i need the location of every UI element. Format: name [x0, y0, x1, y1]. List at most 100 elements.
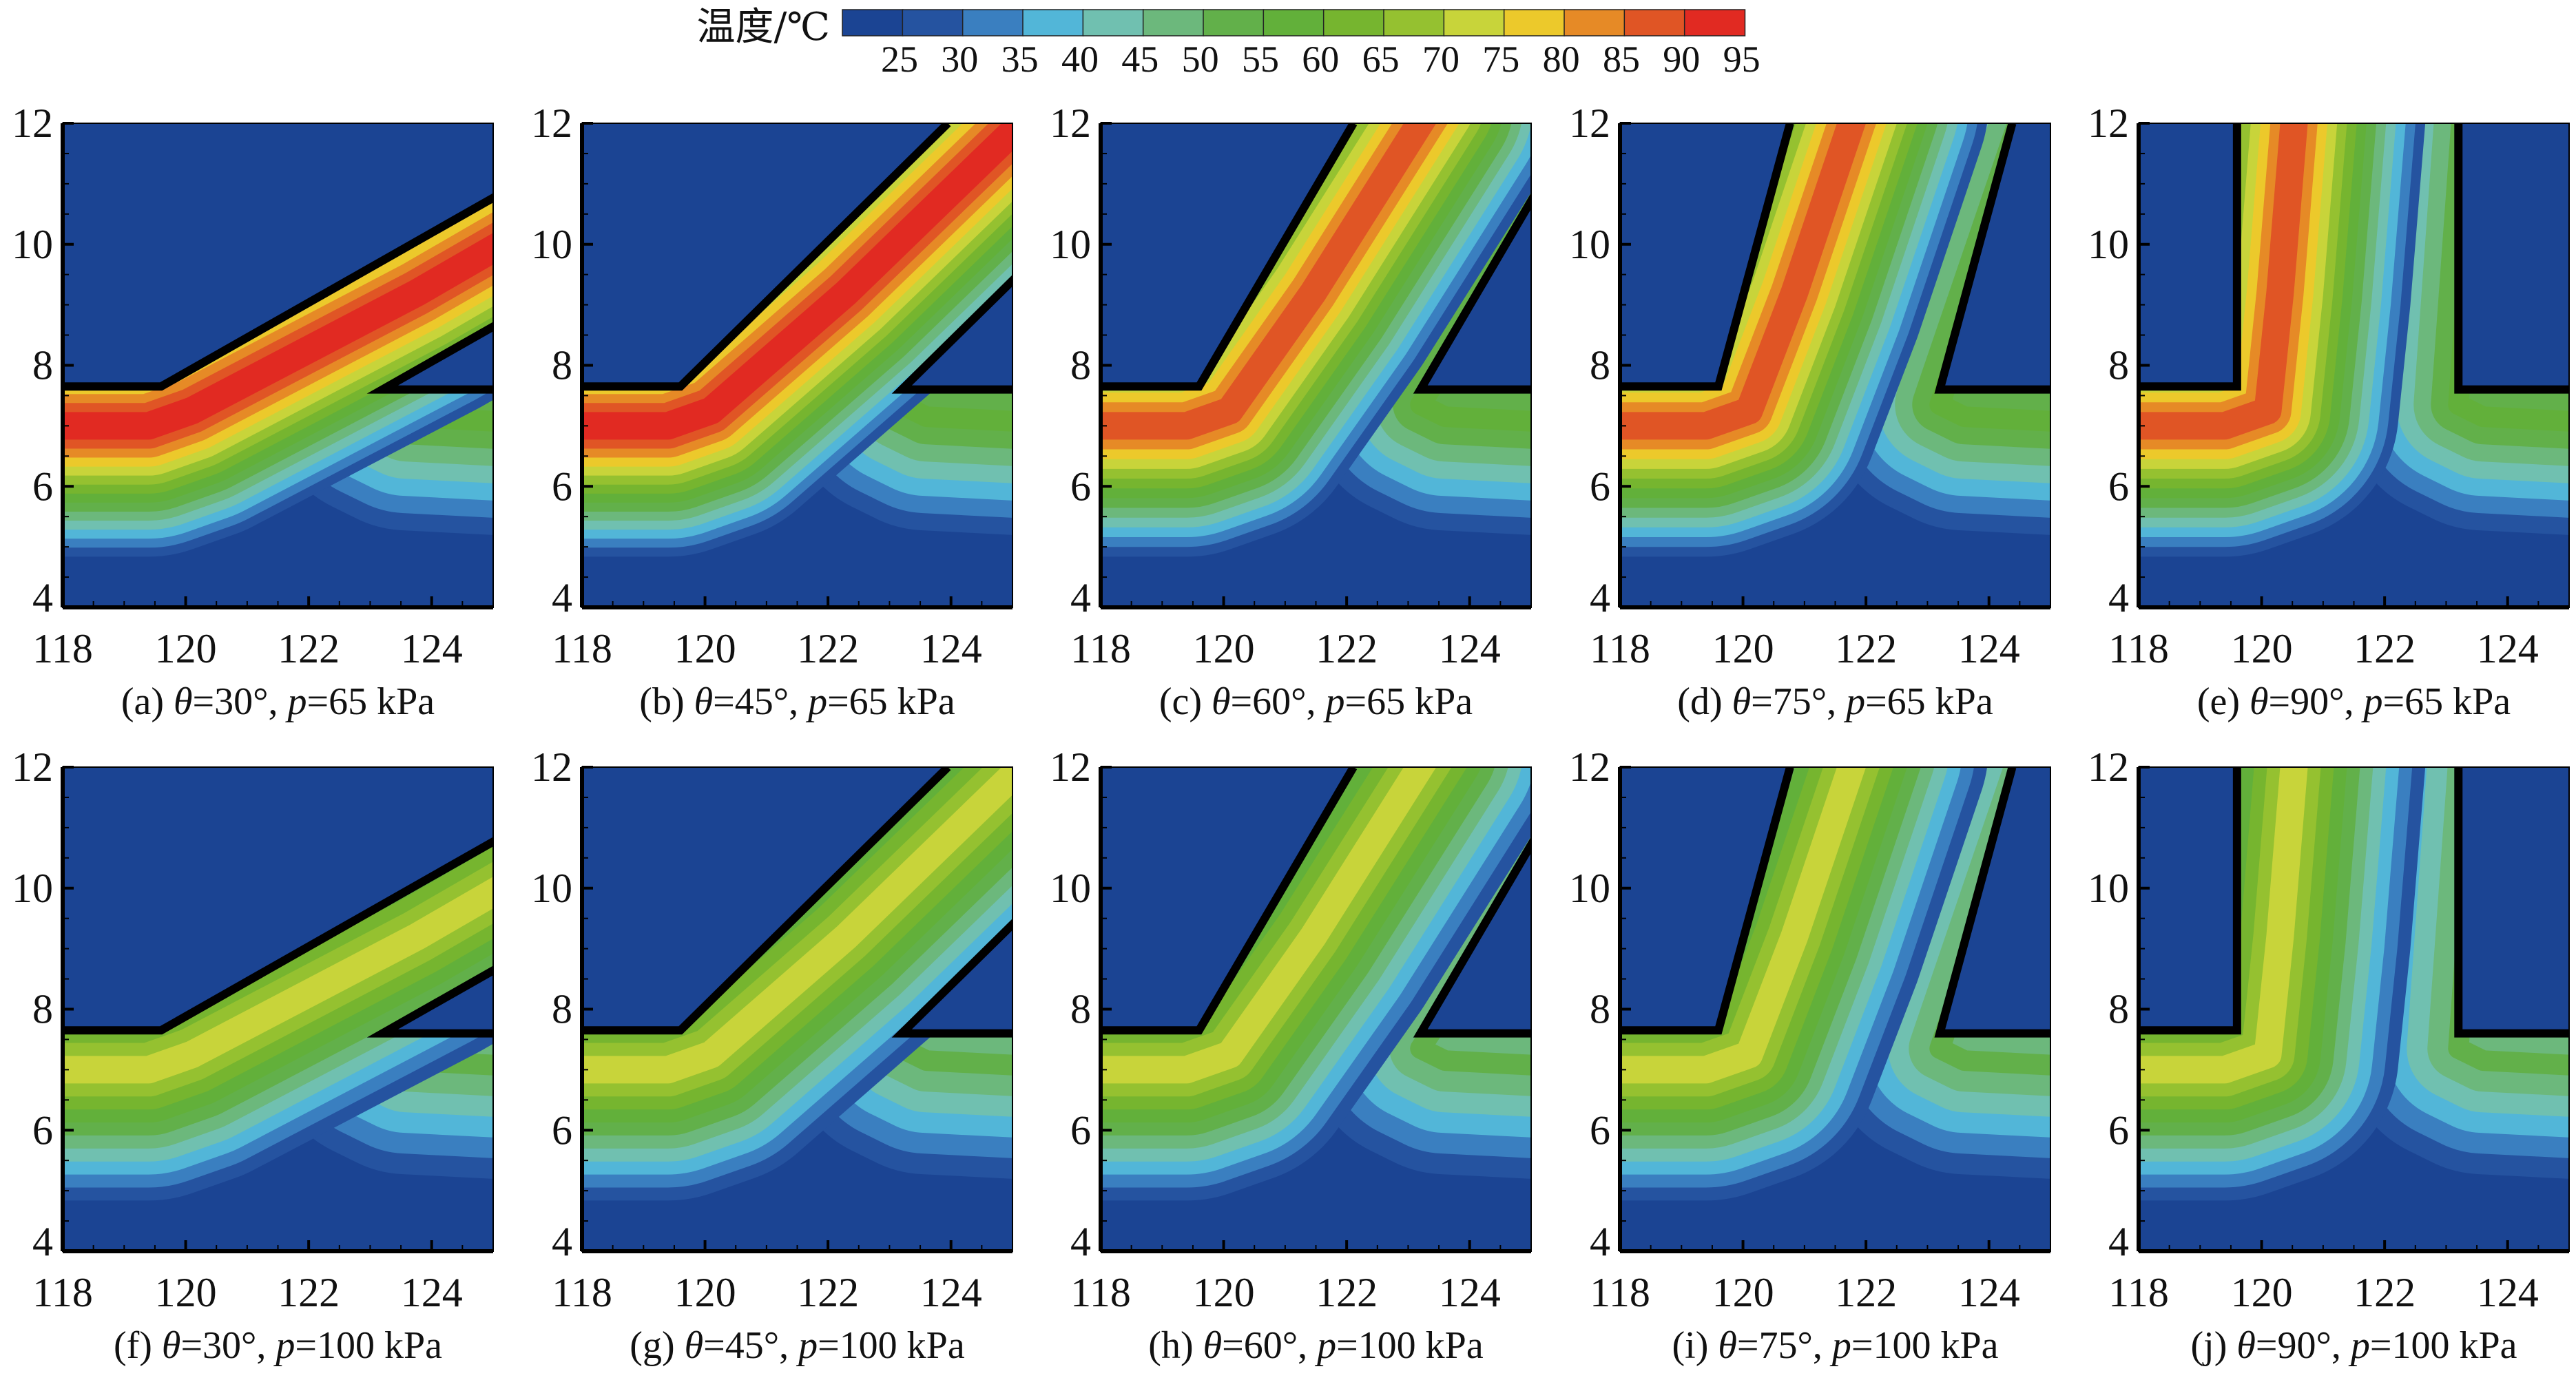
caption-part: =65 kPa	[827, 680, 955, 723]
y-tick-label: 10	[2088, 222, 2129, 267]
y-tick-label: 12	[1050, 744, 1091, 790]
y-tick-label: 4	[32, 575, 53, 620]
x-tick-label: 118	[32, 626, 93, 671]
colorbar-swatch	[1203, 9, 1265, 36]
y-tick-label: 10	[12, 222, 53, 267]
colorbar-tick-label: 80	[1543, 39, 1580, 80]
caption-part: =60°,	[1231, 680, 1326, 723]
x-tick-label: 120	[1712, 626, 1774, 671]
y-tick-label: 10	[1569, 222, 1610, 267]
caption-part: (i)	[1672, 1324, 1718, 1367]
y-tick-label: 4	[552, 575, 572, 620]
plot-area	[63, 767, 493, 1251]
caption-part: (e)	[2197, 680, 2250, 723]
panel-caption: (d) θ=75°, p=65 kPa	[1677, 680, 1993, 723]
contour-band-75	[1101, 767, 1437, 1084]
y-tick-label: 8	[1590, 343, 1610, 388]
contour-band-75	[582, 767, 1012, 1084]
caption-part: (d)	[1677, 680, 1732, 723]
x-tick-label: 118	[2108, 626, 2169, 671]
x-tick-label: 118	[1590, 1270, 1650, 1315]
caption-part: (c)	[1159, 680, 1212, 723]
right-wall-line	[1413, 192, 1531, 394]
y-tick-label: 12	[2088, 101, 2129, 146]
colorbar-swatch	[1503, 9, 1566, 36]
colorbar-tick-label: 70	[1422, 39, 1460, 80]
x-tick-label: 124	[1439, 626, 1501, 671]
plot-area	[582, 123, 1012, 607]
contour-band-90	[1101, 123, 1437, 440]
colorbar-tick-label: 25	[881, 39, 918, 80]
caption-part: =90°,	[2256, 1324, 2351, 1367]
y-tick-label: 8	[552, 343, 572, 388]
y-tick-label: 6	[2108, 463, 2129, 509]
x-tick-label: 122	[2354, 1270, 2416, 1315]
colorbar-swatch	[902, 9, 964, 36]
colorbar-swatch	[842, 9, 904, 36]
caption-part: θ	[162, 1324, 181, 1367]
x-tick-label: 124	[1958, 1270, 2020, 1315]
colorbar-swatch	[1142, 9, 1205, 36]
left-wall-line	[63, 837, 493, 1035]
y-tick-label: 12	[1569, 101, 1610, 146]
contour-panel: 118 120 122 124 4 6 8 10 12 (c) θ=60°, p=65 kPa	[1050, 101, 1532, 723]
x-tick-label: 120	[1712, 1270, 1774, 1315]
caption-part: p	[805, 680, 827, 723]
y-tick-label: 12	[531, 744, 572, 790]
colorbar-swatch	[1263, 9, 1325, 36]
caption-part: p	[285, 680, 307, 723]
y-tick-label: 10	[1050, 222, 1091, 267]
colorbar-tick-label: 50	[1182, 39, 1219, 80]
contour-panel: 118 120 122 124 4 6 8 10 12 (e) θ=90°, p=65 kPa	[2088, 101, 2570, 723]
y-tick-label: 6	[2108, 1107, 2129, 1153]
colorbar: 温度/℃ 25 30 35 40 45 50 55 60 65 70 75 80 85 90 95	[696, 5, 1760, 80]
y-tick-label: 12	[12, 101, 53, 146]
plot-area	[2139, 767, 2569, 1251]
plot-area	[1620, 123, 2050, 607]
caption-part: =65 kPa	[2383, 680, 2511, 723]
right-wall-region	[1940, 767, 2050, 1034]
caption-part: p	[1843, 680, 1865, 723]
plot-area	[1101, 123, 1531, 607]
x-tick-label: 122	[1316, 1270, 1378, 1315]
panel-caption: (g) θ=45°, p=100 kPa	[630, 1324, 965, 1367]
x-tick-label: 122	[1835, 1270, 1897, 1315]
plot-area	[1101, 767, 1531, 1251]
colorbar-tick-label: 65	[1362, 39, 1400, 80]
panel-caption: (i) θ=75°, p=100 kPa	[1672, 1324, 1999, 1367]
right-wall-line	[366, 322, 493, 394]
left-wall-line	[63, 193, 493, 391]
x-tick-label: 118	[552, 1270, 612, 1315]
x-tick-label: 120	[2231, 1270, 2293, 1315]
caption-part: =100 kPa	[818, 1324, 965, 1367]
contour-panel: 118 120 122 124 4 6 8 10 12 (d) θ=75°, p=65 kPa	[1569, 101, 2051, 723]
caption-part: θ	[1212, 680, 1231, 723]
contour-band-95	[63, 233, 493, 440]
colorbar-tick-label: 60	[1302, 39, 1339, 80]
y-tick-label: 10	[1569, 866, 1610, 911]
plot-area	[1620, 767, 2050, 1251]
x-tick-label: 122	[797, 626, 859, 671]
x-tick-label: 124	[2477, 626, 2539, 671]
right-wall-line	[2454, 123, 2569, 394]
x-tick-label: 120	[674, 626, 736, 671]
x-tick-label: 118	[2108, 1270, 2169, 1315]
x-tick-label: 120	[1193, 1270, 1255, 1315]
x-tick-label: 124	[920, 1270, 982, 1315]
x-tick-label: 124	[2477, 1270, 2539, 1315]
colorbar-swatch	[1443, 9, 1505, 36]
left-wall-region	[63, 767, 493, 1031]
contour-band-75	[1620, 767, 1867, 1084]
right-wall-region	[2458, 767, 2569, 1034]
panel-caption: (h) θ=60°, p=100 kPa	[1148, 1324, 1484, 1367]
plot-area	[63, 123, 493, 607]
y-tick-label: 10	[2088, 866, 2129, 911]
caption-part: =65 kPa	[1865, 680, 1993, 723]
caption-part: θ	[1718, 1324, 1737, 1367]
contour-band-55	[891, 932, 1012, 1076]
caption-part: p	[796, 1324, 818, 1367]
colorbar-tick-label: 40	[1061, 39, 1099, 80]
colorbar-tick-label: 45	[1121, 39, 1159, 80]
left-wall-line	[582, 767, 951, 1035]
plot-area	[2139, 123, 2569, 607]
